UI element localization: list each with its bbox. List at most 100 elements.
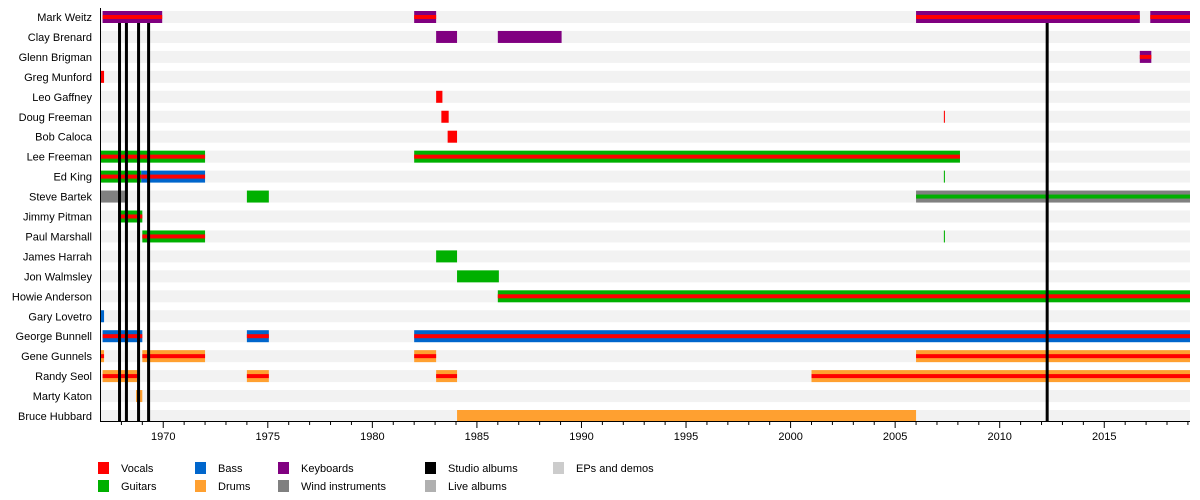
bar-drums [457,410,917,422]
member-label: Randy Seol [35,371,92,383]
bar-stripe-vocals [100,354,105,359]
member-label: Bruce Hubbard [18,411,92,423]
bar-stripe-vocals [102,15,163,19]
member-label: Mark Weitz [37,12,92,24]
legend-swatch-keyboards [278,462,289,474]
legend-swatch-bass [195,462,206,474]
x-tick-label: 1985 [465,431,489,443]
bar-stripe-vocals [414,334,1190,339]
bar-keyboards [497,30,562,43]
bar-stripe-vocals [142,234,206,239]
member-label: Glenn Brigman [19,52,92,64]
member-label: Clay Brenard [28,32,92,44]
member-label: Marty Katon [33,391,92,403]
legend-swatch-live [425,480,436,492]
member-label: Gary Lovetro [28,311,92,323]
legend-label-drums: Drums [218,481,251,493]
member-label: Paul Marshall [25,231,92,243]
bar-bass [100,310,105,323]
bar-stripe-vocals [1139,54,1152,59]
bar-vocals [436,90,443,103]
bar-stripe-vocals [916,15,1140,19]
bar-wind [100,190,127,203]
legend-label-live: Live albums [448,481,507,493]
legend-swatch-vocals [98,462,109,474]
member-label: Howie Anderson [12,291,92,303]
bar-stripe-vocals [246,374,269,379]
row-band [100,210,1190,223]
legend-swatch-studio [425,462,436,474]
bar-guitars [943,170,945,183]
x-tick-label: 1970 [151,431,175,443]
row-band [100,250,1190,263]
legend-label-guitars: Guitars [121,481,157,493]
legend-label-keyboards: Keyboards [301,463,354,475]
bar-vocals [100,70,105,83]
row-band [100,110,1190,123]
bar-stripe-vocals [916,354,1190,359]
x-tick-label: 1980 [360,431,384,443]
bar-stripe-vocals [1150,15,1190,19]
member-label: Gene Gunnels [21,351,92,363]
bar-vocals [943,110,945,123]
bar-vocals [441,110,449,123]
bar-stripe-vocals [436,374,458,379]
bar-stripe-vocals [100,154,206,159]
bar-stripe-guitars [916,194,1190,199]
x-tick-label: 2015 [1092,431,1116,443]
bar-stripe-vocals [414,15,437,19]
member-label: George Bunnell [16,331,92,343]
row-band [100,50,1190,63]
legend-swatch-wind [278,480,289,492]
x-tick-label: 2000 [778,431,802,443]
bar-vocals [447,130,458,143]
legend-swatch-drums [195,480,206,492]
bar-stripe-vocals [497,294,1190,299]
bar-stripe-vocals [119,214,143,219]
bar-stripe-vocals [246,334,269,339]
bar-guitars [246,190,269,203]
legend-swatch-guitars [98,480,109,492]
bar-stripe-vocals [141,174,206,179]
bar-stripe-vocals [102,334,143,339]
bar-guitars [943,230,945,243]
row-band [100,90,1190,103]
member-label: Jimmy Pitman [23,212,92,224]
bar-stripe-vocals [414,354,437,359]
member-label: Greg Munford [24,72,92,84]
row-band [100,270,1190,283]
row-band [100,70,1190,83]
row-band [100,30,1190,43]
member-label: Ed King [53,172,92,184]
row-band [100,170,1190,183]
bar-stripe-vocals [414,154,960,159]
x-tick-label: 1995 [674,431,698,443]
x-tick-label: 1990 [569,431,593,443]
bar-keyboards [436,30,458,43]
legend-label-vocals: Vocals [121,463,154,475]
legend-label-studio: Studio albums [448,463,518,475]
bar-guitars [457,270,499,283]
member-label: Jon Walmsley [24,271,93,283]
bar-guitars [436,250,458,263]
x-tick-label: 2005 [883,431,907,443]
member-label: Lee Freeman [27,152,92,164]
member-label: Doug Freeman [19,112,92,124]
bar-stripe-vocals [142,354,206,359]
member-label: Leo Gaffney [32,92,92,104]
legend-label-eps: EPs and demos [576,463,654,475]
member-label: James Harrah [23,251,92,263]
legend-label-wind: Wind instruments [301,481,386,493]
row-band [100,390,1190,403]
row-band [100,310,1190,323]
member-label: Steve Bartek [29,192,92,204]
x-tick-label: 1975 [256,431,280,443]
legend-swatch-eps [553,462,564,474]
row-band [100,130,1190,143]
legend-label-bass: Bass [218,463,243,475]
member-label: Bob Caloca [35,132,93,144]
bar-stripe-vocals [811,374,1190,379]
x-tick-label: 2010 [987,431,1011,443]
row-band [100,230,1190,243]
